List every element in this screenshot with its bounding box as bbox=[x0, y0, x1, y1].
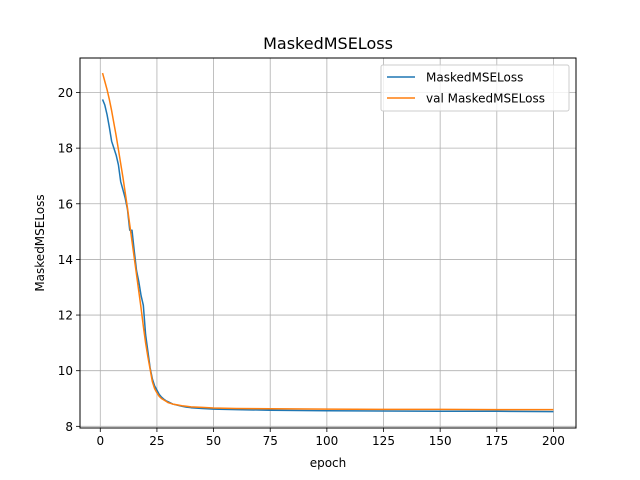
series-line-2 bbox=[101, 72, 554, 411]
x-tick-label: 75 bbox=[263, 434, 278, 448]
plot-frame bbox=[79, 57, 577, 429]
x-tick-label: 150 bbox=[429, 434, 452, 448]
x-tick-label: 0 bbox=[96, 434, 104, 448]
y-tick-label: 20 bbox=[58, 86, 73, 100]
x-tick-label: 25 bbox=[149, 434, 164, 448]
y-tick-label: 14 bbox=[58, 253, 73, 267]
x-tick-label: 175 bbox=[485, 434, 508, 448]
x-tick-label: 125 bbox=[372, 434, 395, 448]
y-axis-label: MaskedMSELoss bbox=[33, 194, 47, 291]
axis-ticks: 0 25 50 75 100 125 150 175 200 8 10 12 14 16 18 20 bbox=[58, 86, 565, 448]
y-tick-label: 18 bbox=[58, 142, 73, 156]
y-tick-label: 8 bbox=[65, 420, 73, 434]
x-tick-label: 200 bbox=[542, 434, 565, 448]
y-tick-label: 16 bbox=[58, 197, 73, 211]
y-tick-label: 10 bbox=[58, 364, 73, 378]
x-tick-label: 50 bbox=[206, 434, 221, 448]
legend-box bbox=[380, 64, 570, 112]
chart-title: MaskedMSELoss bbox=[263, 34, 393, 53]
series-layer bbox=[101, 72, 554, 413]
legend: MaskedMSELoss val MaskedMSELoss bbox=[380, 64, 570, 112]
legend-label: MaskedMSELoss bbox=[426, 71, 523, 85]
y-tick-label: 12 bbox=[58, 309, 73, 323]
x-tick-label: 100 bbox=[315, 434, 338, 448]
legend-label: val MaskedMSELoss bbox=[426, 92, 545, 106]
grid bbox=[80, 58, 576, 428]
x-axis-label: epoch bbox=[310, 456, 347, 470]
